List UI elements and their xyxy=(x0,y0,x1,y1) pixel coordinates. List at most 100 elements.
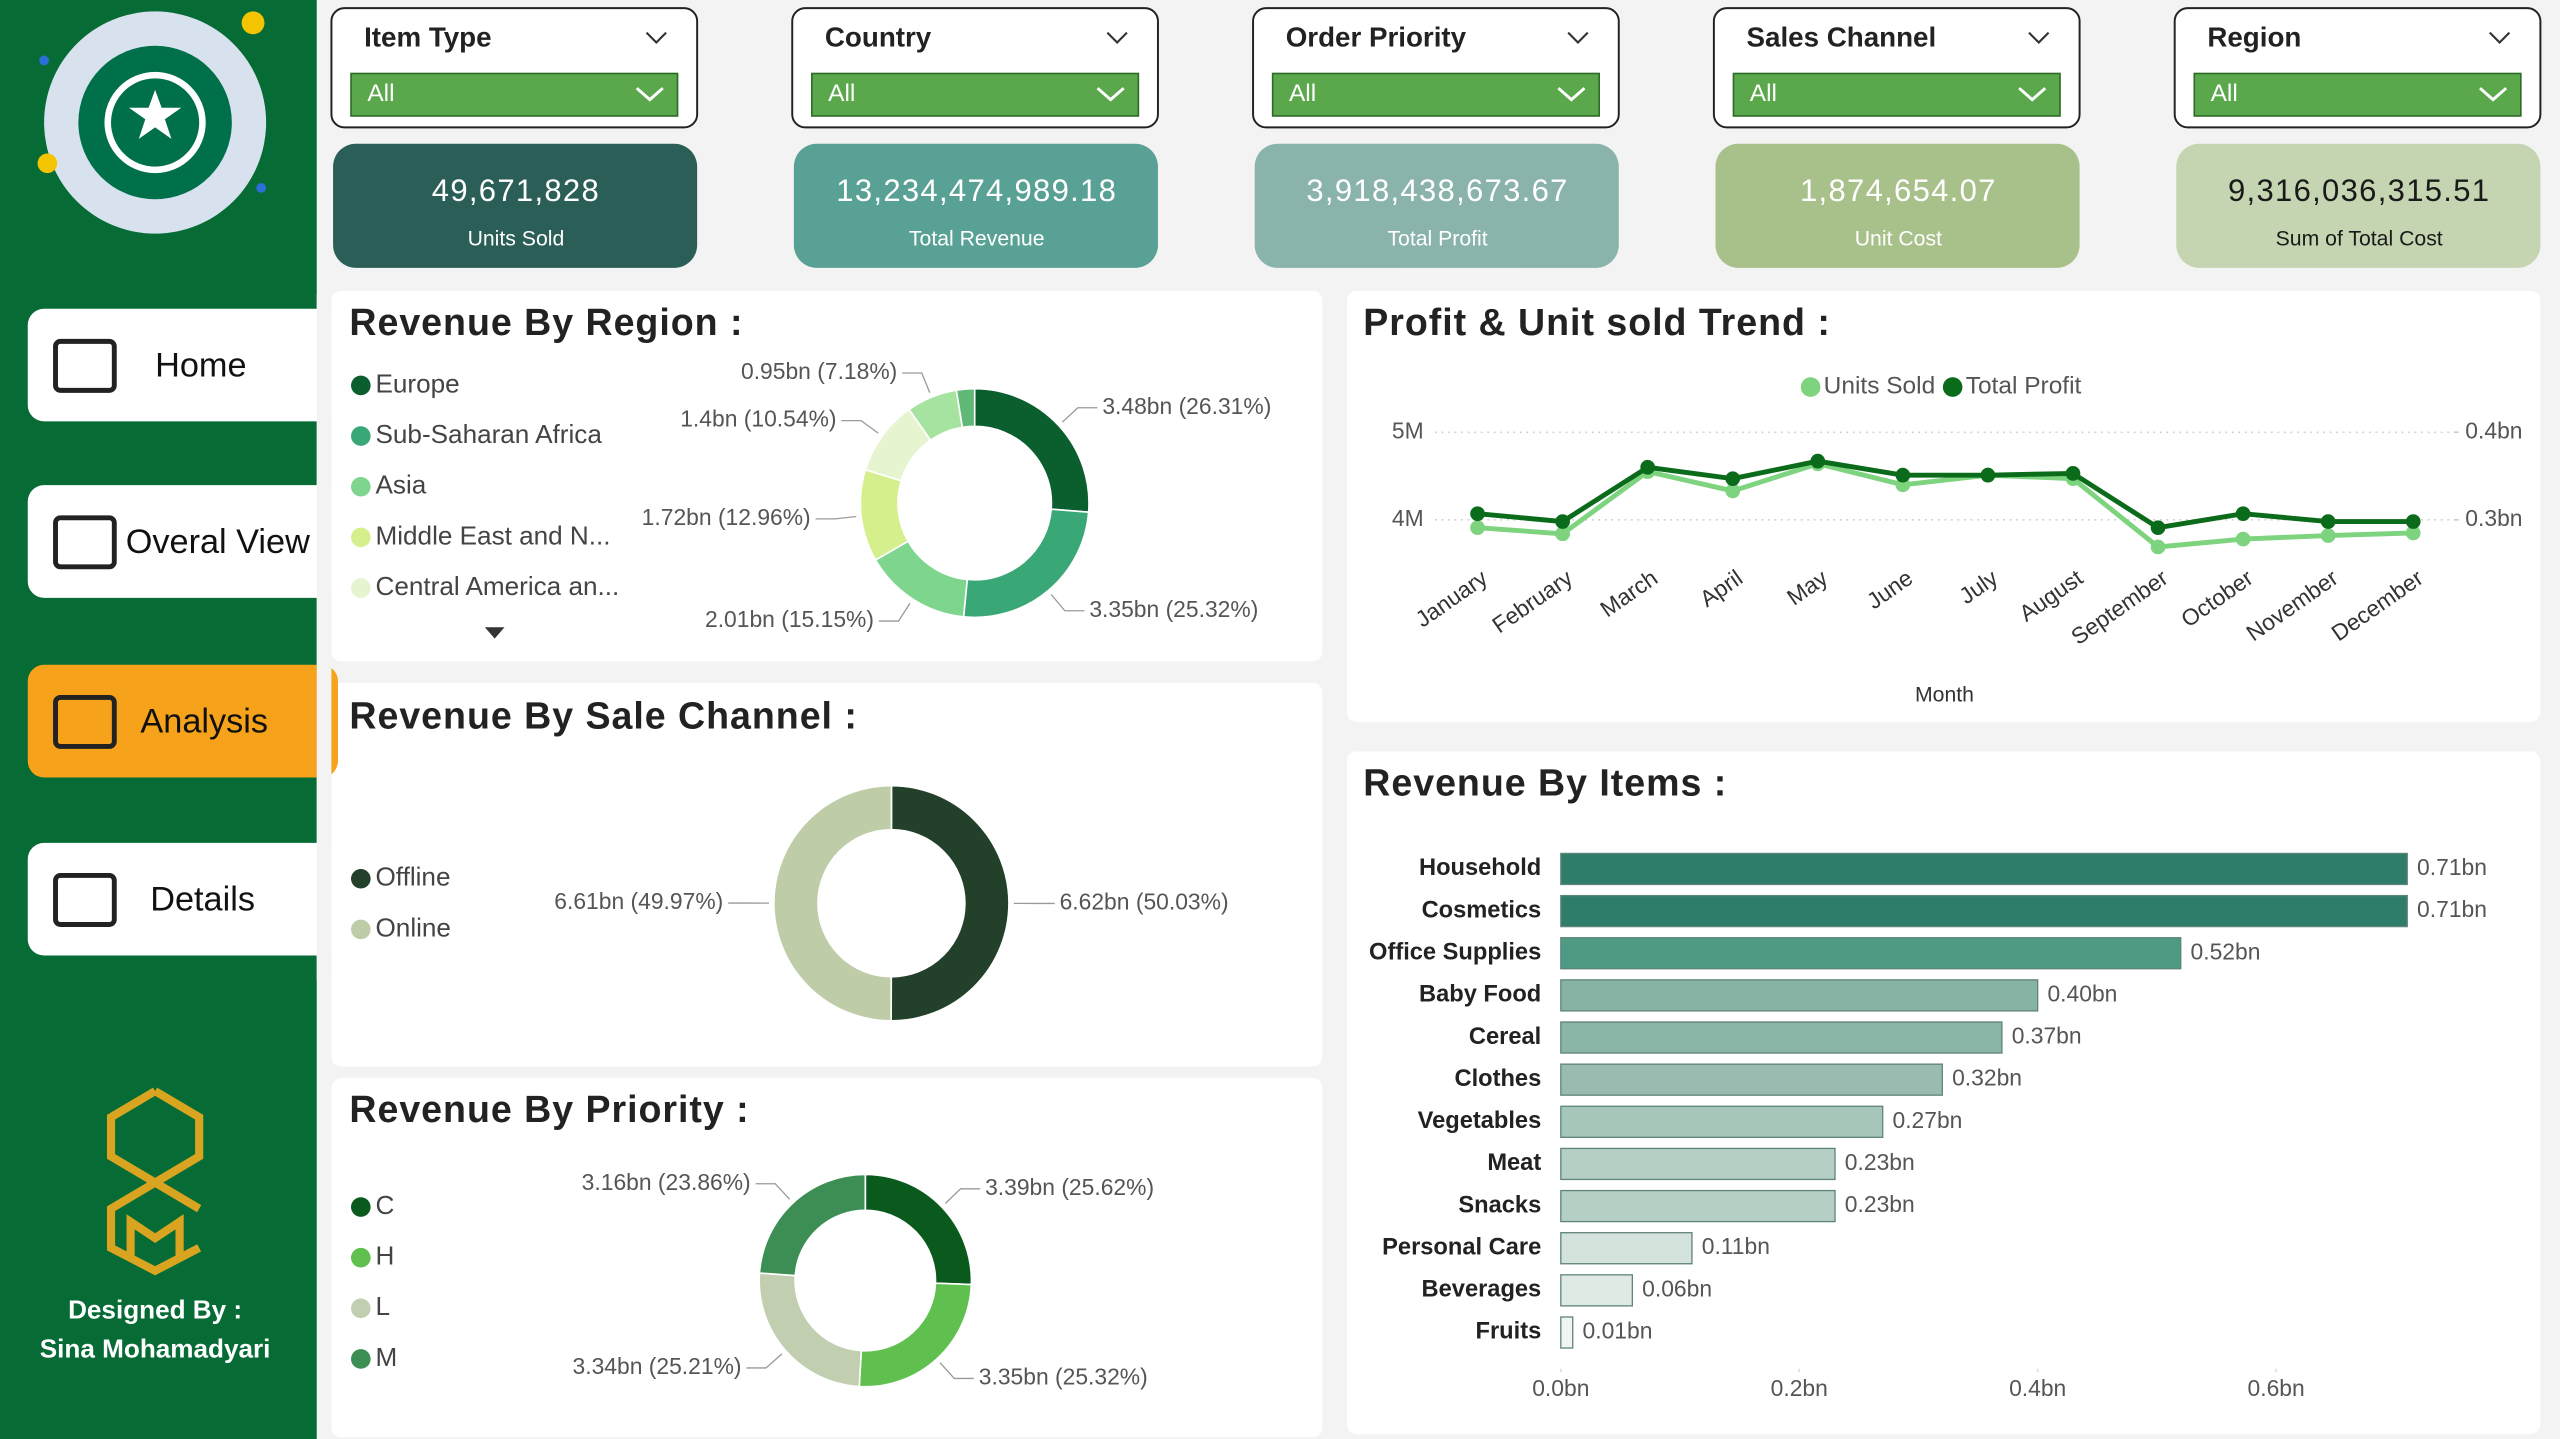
filter-dropdown[interactable] xyxy=(1732,72,2061,117)
filter-dropdown[interactable] xyxy=(811,72,1140,117)
data-label: 6.61bn (49.97%) xyxy=(554,888,723,914)
chart-title: Revenue By Region : xyxy=(349,301,743,343)
nav-label[interactable]: Analysis xyxy=(140,703,268,741)
nav-icon xyxy=(53,338,117,393)
kpi-value: 3,918,438,673.67 xyxy=(1306,173,1568,208)
legend-swatch[interactable] xyxy=(1800,377,1821,397)
leader-line xyxy=(902,372,931,393)
legend-swatch[interactable] xyxy=(351,426,371,446)
legend-label[interactable]: Asia xyxy=(376,470,427,500)
line-point xyxy=(1555,514,1570,529)
bar xyxy=(1560,1232,1693,1265)
legend-swatch[interactable] xyxy=(351,476,371,497)
legend-swatch[interactable] xyxy=(351,1349,371,1369)
leader-line xyxy=(1061,407,1098,423)
legend-label[interactable]: H xyxy=(376,1241,395,1271)
nav-label[interactable]: Overal View xyxy=(126,523,310,561)
filter-label: Item Type xyxy=(364,22,491,53)
data-label: 0.52bn xyxy=(2191,938,2261,964)
legend-label[interactable]: Central America an... xyxy=(376,571,620,601)
legend-label[interactable]: Offline xyxy=(376,862,451,892)
sidebar-clip xyxy=(316,294,332,981)
leader-line xyxy=(755,1183,791,1200)
category-label: Household xyxy=(1419,855,1541,881)
data-label: 3.48bn (26.31%) xyxy=(1102,393,1271,419)
legend-swatch[interactable] xyxy=(351,919,371,940)
filter-value: All xyxy=(828,80,855,107)
panel xyxy=(331,290,1323,662)
leader-line xyxy=(944,1188,981,1205)
legend-label[interactable]: M xyxy=(376,1342,398,1372)
nav-label[interactable]: Details xyxy=(150,881,255,919)
filter-label: Order Priority xyxy=(1286,22,1467,53)
nav-button[interactable] xyxy=(27,664,338,778)
decor-dot xyxy=(39,55,49,66)
legend-label[interactable]: Sub-Saharan Africa xyxy=(376,419,603,449)
kpi-value: 9,316,036,315.51 xyxy=(2228,173,2490,208)
legend-label[interactable]: Online xyxy=(376,912,451,942)
bar xyxy=(1560,1105,1884,1138)
legend-scroll-arrow[interactable] xyxy=(484,627,505,639)
donut-slice xyxy=(890,784,1010,1022)
legend-swatch[interactable] xyxy=(351,527,371,548)
filter-chevron xyxy=(1567,31,1589,44)
legend-label[interactable]: Europe xyxy=(376,368,460,398)
legend-swatch[interactable] xyxy=(1942,377,1963,397)
legend-label[interactable]: Middle East and N... xyxy=(376,520,611,550)
kpi-card xyxy=(333,143,698,268)
filter-dropdown[interactable] xyxy=(2193,72,2522,117)
data-label: 2.01bn (15.15%) xyxy=(705,606,874,632)
kpi-card xyxy=(1715,143,2080,268)
legend-swatch[interactable] xyxy=(351,578,371,598)
legend-swatch[interactable] xyxy=(351,1247,371,1268)
x-tick-label: 0.0bn xyxy=(1532,1375,1589,1401)
line-point xyxy=(2235,531,2251,547)
bar xyxy=(1560,1021,2003,1054)
legend-swatch[interactable] xyxy=(351,1197,371,1217)
bar xyxy=(1560,1147,1836,1181)
x-tick-label: 0.2bn xyxy=(1771,1375,1828,1401)
data-label: 0.23bn xyxy=(1845,1149,1915,1175)
donut-slice xyxy=(955,387,976,429)
y-tick-label: 5M xyxy=(1392,417,1424,443)
brand-logo xyxy=(37,11,267,234)
line-series xyxy=(1477,461,2414,550)
nav-button[interactable] xyxy=(27,842,338,956)
nav-button[interactable] xyxy=(27,485,338,598)
data-label: 0.71bn xyxy=(2417,896,2487,922)
nav-icon xyxy=(53,873,117,927)
line-point xyxy=(1725,483,1741,499)
legend-swatch[interactable] xyxy=(351,375,371,396)
filter-dropdown[interactable] xyxy=(1271,72,1600,117)
nav-label[interactable]: Home xyxy=(155,347,246,385)
leader-line xyxy=(939,1362,974,1380)
legend-label[interactable]: Units Sold xyxy=(1824,373,1936,400)
kpi-value: 1,874,654.07 xyxy=(1800,173,1997,208)
legend-label[interactable]: C xyxy=(376,1190,395,1220)
line-point xyxy=(2150,539,2166,555)
chart-title: Revenue By Priority : xyxy=(349,1088,749,1130)
leader-line xyxy=(815,515,857,520)
legend-swatch[interactable] xyxy=(351,868,371,889)
bar xyxy=(1560,1316,1574,1349)
data-label: 0.32bn xyxy=(1952,1065,2022,1091)
legend-label[interactable]: Total Profit xyxy=(1966,373,2082,400)
kpi-card xyxy=(1254,143,1619,268)
filter-chevron xyxy=(645,31,667,44)
line-point xyxy=(1980,467,1996,483)
category-label: Beverages xyxy=(1422,1277,1542,1303)
data-label: 0.27bn xyxy=(1892,1107,1962,1133)
kpi-label: Sum of Total Cost xyxy=(2276,228,2443,251)
data-label: 0.23bn xyxy=(1845,1191,1915,1217)
decor-dot xyxy=(37,153,58,174)
dropdown-chevron xyxy=(1096,87,1125,102)
leader-line xyxy=(746,1353,783,1369)
logo-stroke xyxy=(126,1214,184,1258)
filter-dropdown[interactable] xyxy=(350,72,679,117)
line-point xyxy=(2405,514,2421,529)
kpi-card xyxy=(793,143,1158,268)
legend-label[interactable]: L xyxy=(376,1291,391,1321)
legend-swatch[interactable] xyxy=(351,1298,371,1319)
nav-button[interactable] xyxy=(27,308,338,422)
